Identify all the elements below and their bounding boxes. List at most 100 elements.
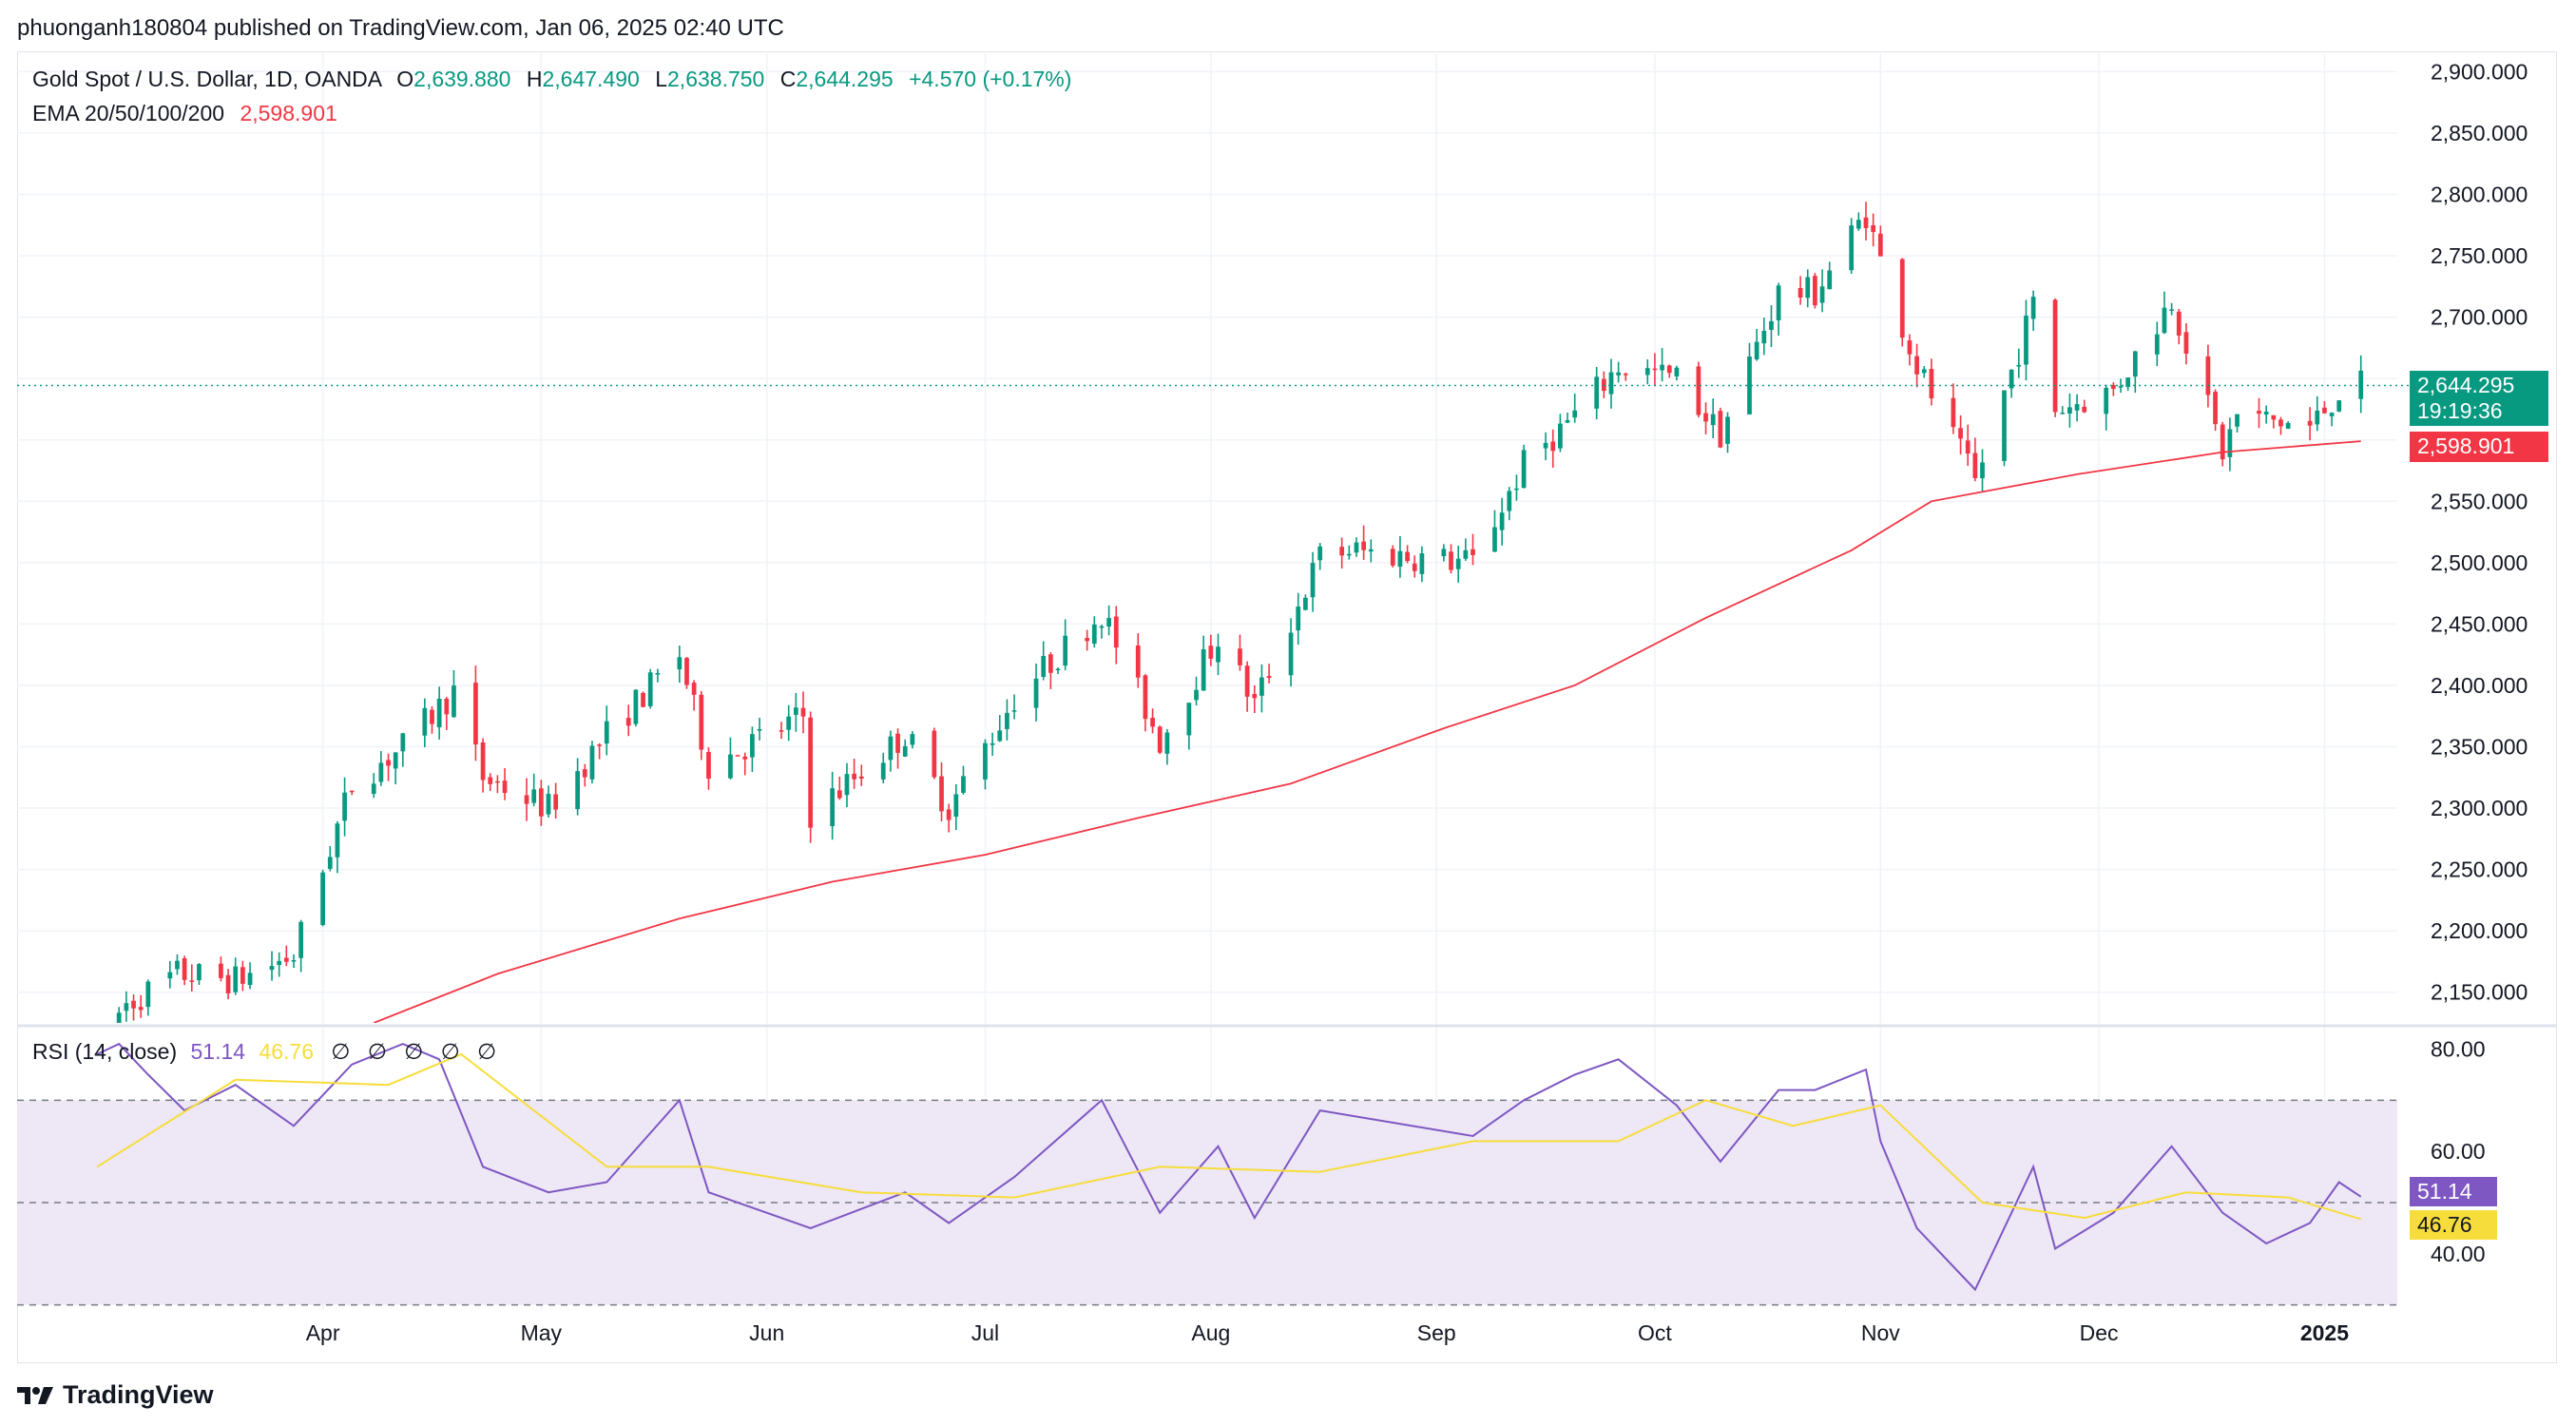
- candle-body: [452, 685, 456, 718]
- candle-down: [1696, 361, 1701, 418]
- candle-body: [706, 752, 711, 780]
- candle-down: [1666, 364, 1672, 378]
- candle-down: [684, 656, 689, 689]
- candle-up: [1164, 728, 1170, 765]
- candle-body: [800, 707, 806, 717]
- candle-body: [349, 790, 355, 793]
- high-value: 2,647.490: [542, 67, 640, 91]
- candle-up: [633, 688, 639, 727]
- candle-body: [1492, 527, 1497, 552]
- candle-body: [233, 966, 239, 992]
- candle-down: [1929, 358, 1934, 406]
- candle-body: [2205, 356, 2211, 395]
- candle-body: [2074, 404, 2080, 411]
- candle-down: [1951, 383, 1956, 434]
- candle-body: [197, 964, 202, 981]
- candle-up: [786, 704, 792, 742]
- time-axis-tick: Dec: [2080, 1320, 2119, 1345]
- candle-body: [2082, 406, 2087, 413]
- candle-up: [342, 777, 347, 837]
- candle-body: [844, 774, 850, 796]
- candle-body: [2132, 351, 2138, 377]
- candle-body: [1449, 551, 1453, 570]
- chart-frame[interactable]: [17, 51, 2557, 1363]
- candle-up: [1543, 432, 1548, 461]
- candle-up: [378, 751, 384, 786]
- footer-brand[interactable]: TradingView: [17, 1380, 214, 1410]
- candle-down: [1471, 533, 1475, 566]
- candle-down: [1871, 213, 1876, 247]
- candle-body: [1514, 488, 1519, 491]
- na-mark: ∅: [404, 1039, 424, 1064]
- candle-body: [1266, 676, 1272, 679]
- candle-down: [2205, 344, 2211, 408]
- candle-up: [1106, 605, 1111, 636]
- candle-body: [1368, 549, 1374, 552]
- candle-body: [895, 733, 900, 753]
- candle-up: [2154, 321, 2160, 367]
- candle-body: [502, 780, 508, 794]
- candle-body: [1507, 491, 1512, 511]
- candle-body: [2002, 390, 2007, 461]
- price-axis-tick: 2,300.000: [2431, 796, 2528, 820]
- candle-down: [283, 945, 289, 967]
- candle-up: [647, 668, 653, 709]
- candle-body: [1980, 462, 1985, 479]
- candle-up: [1397, 535, 1403, 578]
- candle-body: [1754, 341, 1759, 360]
- candle-up: [2060, 406, 2066, 414]
- candle-up: [1441, 544, 1447, 562]
- candle-up: [2336, 399, 2342, 413]
- candle-body: [1288, 632, 1294, 676]
- time-axis-tick: Aug: [1191, 1320, 1230, 1345]
- rsi-label[interactable]: RSI (14, close): [32, 1039, 178, 1064]
- price-axis-tick: 2,900.000: [2431, 59, 2528, 84]
- candle-body: [1317, 546, 1323, 561]
- candle-body: [793, 707, 798, 715]
- symbol-label[interactable]: Gold Spot / U.S. Dollar, 1D, OANDA: [32, 67, 381, 91]
- candle-up: [247, 962, 253, 990]
- candle-body: [1921, 369, 1927, 374]
- candle-up: [335, 820, 340, 874]
- candle-body: [1390, 549, 1395, 566]
- candle-up: [1747, 342, 1752, 415]
- close-value: 2,644.295: [796, 67, 894, 91]
- time-axis-tick: Nov: [1861, 1320, 1900, 1345]
- brand-name: TradingView: [63, 1380, 214, 1409]
- candle-down: [1412, 555, 1417, 578]
- candle-down: [735, 755, 740, 757]
- candle-body: [2176, 311, 2182, 336]
- candle-body: [2263, 412, 2269, 414]
- candle-body: [436, 698, 442, 728]
- candle-down: [1914, 343, 1919, 388]
- candle-down: [1899, 258, 1905, 347]
- candle-body: [742, 756, 748, 760]
- candle-down: [2176, 308, 2182, 345]
- candle-body: [633, 689, 639, 724]
- price-axis-tick: 2,150.000: [2431, 980, 2528, 1005]
- candle-body: [1238, 648, 1242, 665]
- candle-up: [2263, 405, 2269, 424]
- time-axis-tick: Apr: [306, 1320, 340, 1345]
- candle-body: [1747, 356, 1752, 414]
- candle-down: [699, 690, 704, 761]
- candle-body: [1135, 646, 1141, 678]
- candle-up: [400, 732, 406, 767]
- candle-body: [225, 974, 231, 993]
- candle-body: [830, 788, 836, 827]
- candle-body: [2315, 410, 2320, 425]
- candle-up: [1310, 551, 1316, 612]
- candle-body: [2257, 411, 2261, 414]
- candle-down: [742, 752, 748, 776]
- candle-up: [1674, 365, 1680, 381]
- candle-body: [1769, 320, 1774, 331]
- candle-down: [597, 742, 602, 760]
- candle-body: [1550, 441, 1556, 452]
- candle-body: [1085, 638, 1090, 642]
- na-mark: ∅: [367, 1039, 387, 1064]
- candle-up: [1033, 664, 1039, 722]
- ema-label[interactable]: EMA 20/50/100/200: [32, 101, 225, 125]
- candle-up: [1608, 358, 1614, 409]
- candle-up: [1725, 412, 1730, 453]
